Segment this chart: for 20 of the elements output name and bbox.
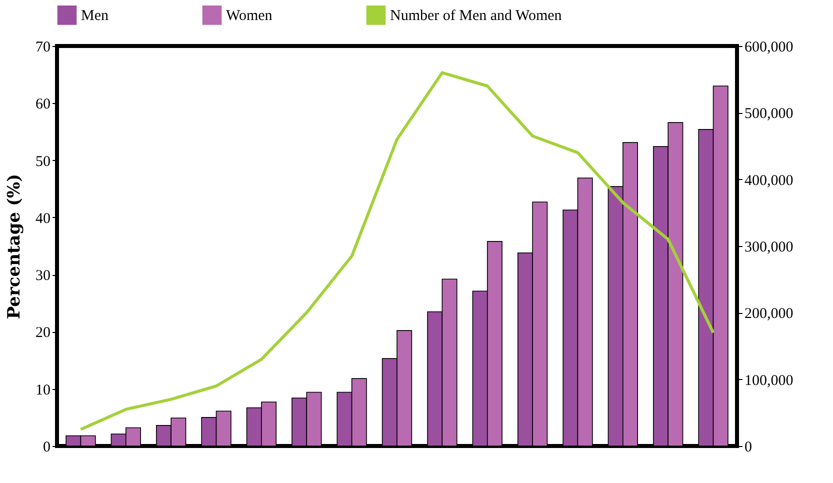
y-tick-label: 30 [36, 268, 50, 284]
y-tick-label: 50 [36, 154, 50, 170]
y2-tick-label: 500,000 [744, 106, 794, 122]
y-tick-label: 10 [36, 382, 50, 398]
y-tick-label: 60 [36, 96, 50, 113]
y2-tick-label: 600,000 [744, 40, 794, 56]
y2-tick-label: 400,000 [744, 172, 794, 189]
legend-label: Men [81, 8, 109, 24]
y2-tick-label: 100,000 [744, 372, 794, 389]
y-tick-label: 70 [36, 40, 50, 56]
y2-tick-label: 200,000 [744, 306, 794, 322]
y-tick-label: 20 [36, 325, 50, 342]
y-axis-title: Percentage (%) [4, 174, 24, 320]
y-tick-label: 0 [43, 440, 50, 456]
legend-label: Women [226, 8, 273, 24]
y2-tick-label: 0 [744, 440, 752, 456]
legend-label: Number of Men and Women [390, 8, 562, 24]
y-tick-label: 40 [36, 210, 50, 227]
y2-tick-label: 300,000 [744, 240, 794, 256]
line-series [79, 71, 715, 431]
